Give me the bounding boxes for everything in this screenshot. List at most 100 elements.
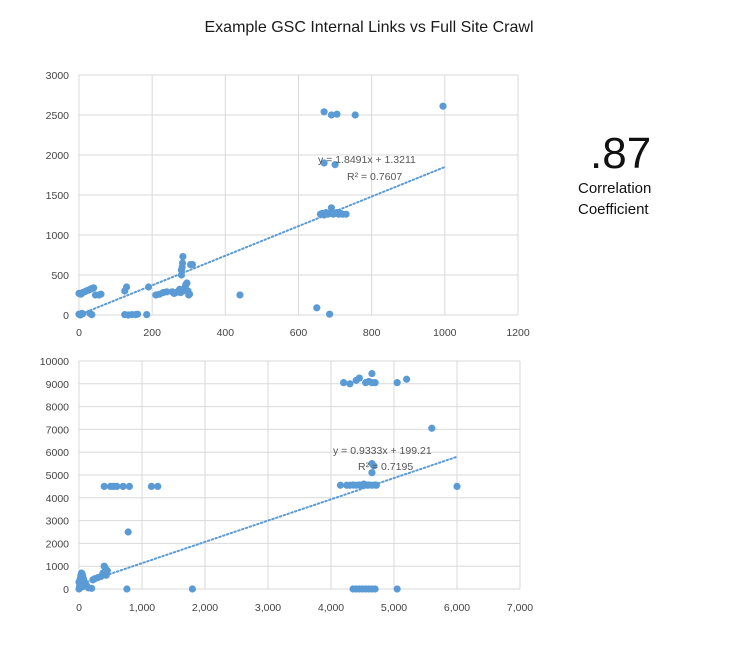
data-point — [393, 379, 401, 387]
data-point — [439, 102, 447, 110]
data-point — [340, 379, 348, 387]
data-point — [163, 288, 171, 296]
r-squared-label: R² = 0.7607 — [347, 171, 402, 183]
x-tick-label: 4,000 — [318, 602, 344, 614]
trendline — [78, 455, 458, 586]
data-point — [154, 482, 162, 490]
data-point — [351, 111, 359, 119]
data-point — [183, 279, 191, 287]
data-point — [123, 585, 131, 593]
data-point — [79, 583, 87, 591]
data-point — [336, 481, 345, 489]
data-point — [122, 283, 131, 291]
x-tick-label: 3,000 — [255, 602, 281, 614]
data-point — [185, 290, 194, 298]
y-tick-label: 500 — [51, 270, 69, 282]
data-point — [88, 584, 96, 592]
x-tick-label: 200 — [143, 327, 161, 339]
x-tick-label: 1,000 — [129, 602, 155, 614]
data-point — [370, 462, 378, 470]
x-tick-label: 6,000 — [444, 602, 470, 614]
y-tick-label: 2000 — [46, 538, 70, 550]
data-point — [320, 159, 328, 167]
y-tick-label: 9000 — [46, 379, 70, 391]
r-squared-label: R² = 0.7195 — [358, 461, 413, 473]
data-point — [342, 210, 350, 218]
data-point — [188, 261, 197, 269]
data-point — [371, 585, 379, 593]
trendline — [78, 165, 446, 316]
chart-1: 0 200 400 600 800 1000 1200 0 500 1000 1500 2000 250… — [46, 70, 530, 339]
y-tick-label: 3000 — [46, 516, 70, 528]
x-tick-label: 800 — [363, 327, 381, 339]
x-tick-label: 5,000 — [381, 602, 407, 614]
x-tick-label: 2,000 — [192, 602, 218, 614]
data-point — [368, 469, 376, 477]
x-tick-label: 600 — [290, 327, 308, 339]
data-point — [453, 482, 461, 490]
y-tick-label: 5000 — [46, 470, 70, 482]
data-point — [119, 482, 127, 490]
data-point — [372, 481, 380, 489]
y-tick-label: 0 — [63, 584, 69, 596]
x-tick-label: 1200 — [506, 327, 530, 339]
trendline-equation: y = 0.9333x + 199.21 — [333, 445, 432, 457]
data-point — [100, 482, 108, 490]
data-point — [133, 310, 142, 318]
trendline-equation: y = 1.8491x + 1.3211 — [318, 154, 416, 166]
y-tick-label: 8000 — [46, 402, 70, 414]
y-tick-label: 7000 — [46, 424, 70, 436]
data-point — [355, 374, 363, 382]
y-tick-label: 2500 — [46, 110, 70, 122]
chart-title: Example GSC Internal Links vs Full Site … — [204, 19, 534, 36]
y-tick-label: 1000 — [46, 561, 70, 573]
data-point — [331, 161, 339, 169]
y-tick-label: 6000 — [46, 447, 70, 459]
x-tick-label: 7,000 — [507, 602, 533, 614]
chart-2: 0 1,000 2,000 3,000 4,000 5,000 6,000 7,000 0 100… — [40, 356, 533, 614]
data-point — [403, 375, 411, 383]
data-point — [113, 482, 121, 490]
data-point — [143, 311, 151, 319]
data-point — [125, 482, 133, 490]
data-point — [333, 110, 341, 118]
data-point — [97, 290, 105, 298]
data-point — [313, 304, 321, 312]
correlation-label-line1: Correlation — [578, 180, 652, 197]
y-tick-label: 2000 — [46, 150, 70, 162]
data-point — [144, 283, 153, 291]
data-point — [147, 482, 156, 490]
x-tick-label: 0 — [76, 602, 82, 614]
data-point — [320, 108, 328, 116]
correlation-label: Correlation Coefficient — [578, 178, 651, 220]
data-point — [90, 284, 98, 292]
data-point — [368, 369, 376, 378]
data-point — [346, 380, 354, 388]
y-tick-label: 10000 — [40, 356, 69, 368]
data-point — [124, 528, 132, 536]
data-point — [327, 204, 336, 212]
correlation-label-line2: Coefficient — [578, 201, 649, 218]
data-point — [88, 311, 96, 319]
y-tick-label: 1000 — [46, 230, 70, 242]
data-point — [371, 379, 379, 387]
y-tick-label: 1500 — [46, 190, 70, 202]
data-point — [79, 310, 87, 318]
data-point — [393, 585, 401, 593]
x-tick-label: 0 — [76, 327, 82, 339]
data-point — [99, 569, 107, 577]
y-tick-label: 0 — [63, 310, 69, 322]
x-tick-label: 400 — [217, 327, 235, 339]
data-point — [325, 310, 334, 318]
data-point — [327, 111, 336, 119]
x-tick-label: 1000 — [433, 327, 457, 339]
y-tick-label: 3000 — [46, 70, 70, 82]
y-tick-label: 4000 — [46, 493, 70, 505]
data-point — [188, 585, 196, 593]
data-point — [178, 259, 187, 267]
data-point — [179, 253, 187, 261]
data-point — [428, 424, 436, 432]
data-point — [236, 291, 244, 299]
correlation-value: .87 — [590, 129, 652, 178]
